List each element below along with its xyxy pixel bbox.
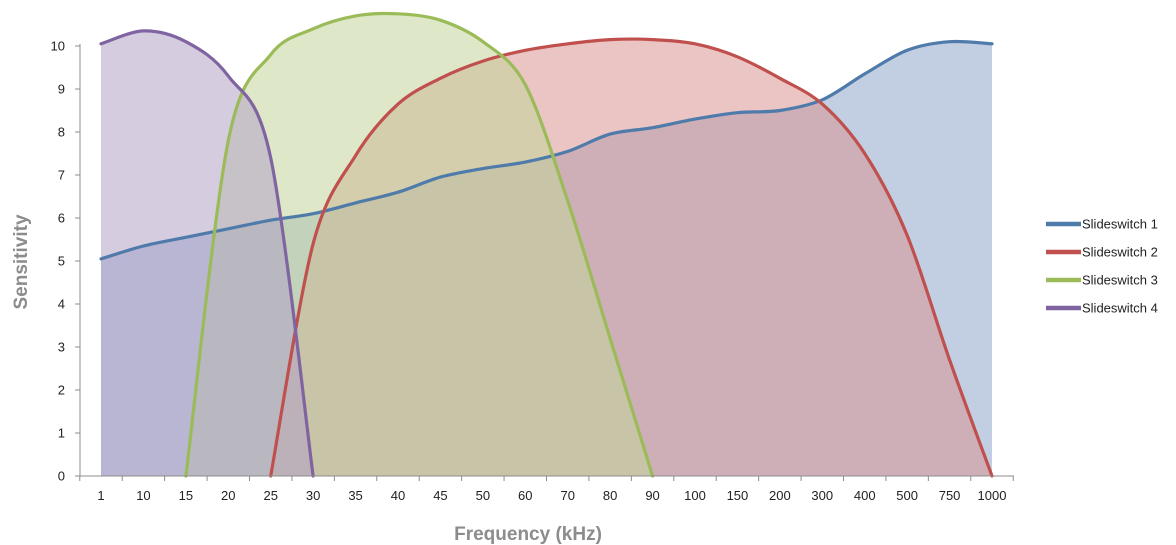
series-3-area xyxy=(185,13,653,476)
y-tick-label: 1 xyxy=(58,426,65,441)
x-tick-label: 60 xyxy=(518,488,532,503)
x-tick-label: 20 xyxy=(221,488,235,503)
x-tick-label: 90 xyxy=(645,488,659,503)
series-1-line xyxy=(99,39,994,261)
y-tick-label: 8 xyxy=(58,125,65,140)
x-tick-label: 50 xyxy=(476,488,490,503)
legend-label: Slideswitch 4 xyxy=(1082,301,1158,316)
x-axis-ticks: 1 10 15 20 25 30 35 40 45 50 60 70 80 90 100 150 200 300 4… xyxy=(79,476,1014,503)
legend-label: Slideswitch 3 xyxy=(1082,273,1158,288)
x-tick-label: 30 xyxy=(306,488,320,503)
x-tick-label: 1 xyxy=(97,488,104,503)
x-tick-label: 300 xyxy=(811,488,833,503)
y-tick-label: 6 xyxy=(58,211,65,226)
x-tick-label: 35 xyxy=(348,488,362,503)
x-tick-label: 10 xyxy=(136,488,150,503)
y-tick-label: 2 xyxy=(58,383,65,398)
y-axis-title: Sensitivity xyxy=(11,214,32,309)
legend-item-series-4: Slideswitch 4 xyxy=(1046,301,1158,316)
x-tick-label: 500 xyxy=(896,488,918,503)
legend: Slideswitch 1 Slideswitch 2 Slideswitch 3 S… xyxy=(1046,217,1158,316)
y-tick-label: 7 xyxy=(58,168,65,183)
y-axis-ticks: 0 1 2 3 4 5 6 7 8 9 10 xyxy=(51,39,80,484)
x-tick-label: 100 xyxy=(684,488,706,503)
y-tick-label: 5 xyxy=(58,254,65,269)
y-tick-label: 10 xyxy=(51,39,65,54)
x-tick-label: 25 xyxy=(263,488,277,503)
series-3-line xyxy=(184,11,655,478)
series-4-line xyxy=(99,29,315,478)
y-tick-label: 0 xyxy=(58,469,65,484)
x-tick-label: 400 xyxy=(854,488,876,503)
legend-item-series-2: Slideswitch 2 xyxy=(1046,245,1158,260)
series-lines xyxy=(99,11,994,478)
x-tick-label: 750 xyxy=(939,488,961,503)
legend-item-series-3: Slideswitch 3 xyxy=(1046,273,1158,288)
y-tick-label: 4 xyxy=(58,297,65,312)
legend-item-series-1: Slideswitch 1 xyxy=(1046,217,1158,232)
series-4-area xyxy=(101,30,314,477)
x-axis-title: Frequency (kHz) xyxy=(454,524,602,545)
x-tick-label: 40 xyxy=(391,488,405,503)
legend-label: Slideswitch 2 xyxy=(1082,245,1158,260)
x-tick-label: 200 xyxy=(769,488,791,503)
x-tick-label: 80 xyxy=(603,488,617,503)
series-areas xyxy=(101,13,992,477)
x-tick-label: 150 xyxy=(727,488,749,503)
legend-label: Slideswitch 1 xyxy=(1082,217,1158,232)
x-tick-label: 15 xyxy=(179,488,193,503)
series-2-line xyxy=(269,37,994,478)
x-tick-label: 1000 xyxy=(978,488,1007,503)
y-tick-label: 3 xyxy=(58,340,65,355)
x-tick-label: 70 xyxy=(560,488,574,503)
x-tick-label: 45 xyxy=(433,488,447,503)
y-tick-label: 9 xyxy=(58,82,65,97)
